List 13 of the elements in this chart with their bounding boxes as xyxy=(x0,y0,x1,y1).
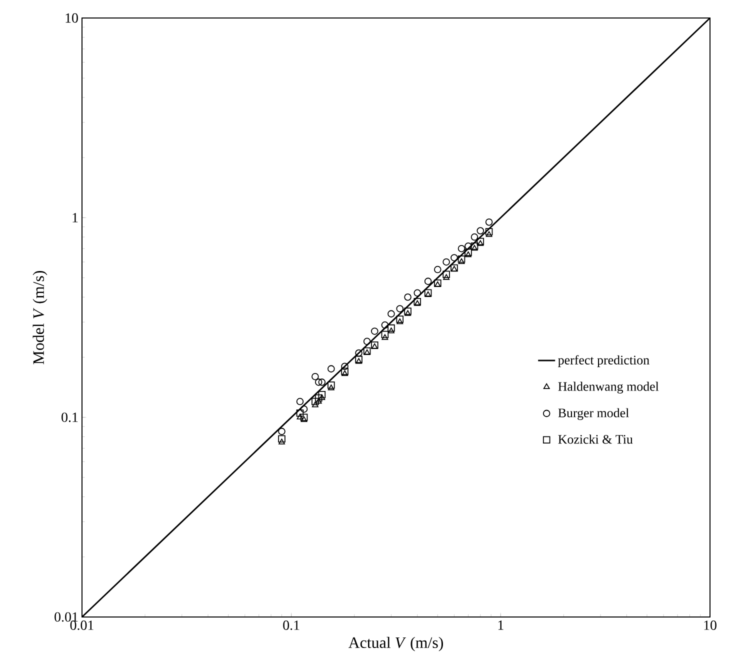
y-tick-label: 1 xyxy=(72,213,78,222)
x-tick-label: 10 xyxy=(704,620,716,630)
legend-label: Haldenwang model xyxy=(558,382,659,394)
y-axis-title: Model V (m/s) xyxy=(32,270,48,364)
y-tick-label: 10 xyxy=(66,13,78,23)
x-axis-title: Actual V (m/s) xyxy=(348,636,443,652)
y-tick-label: 0.01 xyxy=(54,612,78,622)
legend-label: Kozicki & Tiu xyxy=(558,434,633,444)
y-tick-label: 0.1 xyxy=(62,412,78,422)
x-tick-label: 1 xyxy=(498,620,504,630)
legend-label: perfect prediction xyxy=(558,355,650,368)
x-tick-label: 0.1 xyxy=(283,620,300,630)
legend-label: Burger model xyxy=(558,408,629,420)
